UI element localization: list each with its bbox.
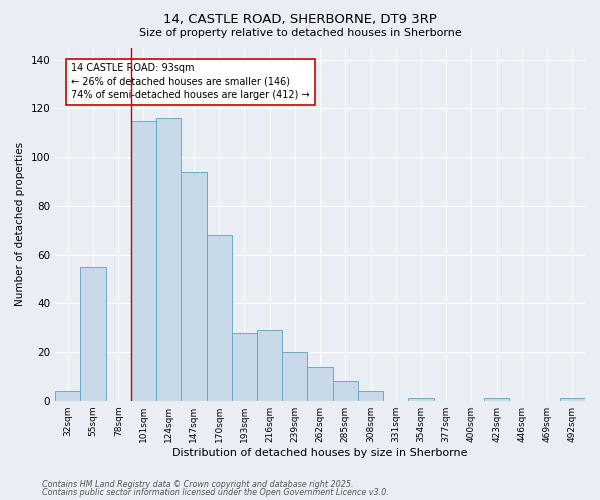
Bar <box>55 391 80 400</box>
Bar <box>560 398 585 400</box>
Bar <box>332 381 358 400</box>
Bar <box>409 398 434 400</box>
Text: Size of property relative to detached houses in Sherborne: Size of property relative to detached ho… <box>139 28 461 38</box>
Bar <box>80 266 106 400</box>
Text: 14, CASTLE ROAD, SHERBORNE, DT9 3RP: 14, CASTLE ROAD, SHERBORNE, DT9 3RP <box>163 12 437 26</box>
Bar <box>232 332 257 400</box>
X-axis label: Distribution of detached houses by size in Sherborne: Distribution of detached houses by size … <box>172 448 468 458</box>
Bar <box>181 172 206 400</box>
Y-axis label: Number of detached properties: Number of detached properties <box>15 142 25 306</box>
Bar <box>358 391 383 400</box>
Bar <box>257 330 282 400</box>
Bar <box>131 120 156 400</box>
Text: Contains HM Land Registry data © Crown copyright and database right 2025.: Contains HM Land Registry data © Crown c… <box>42 480 353 489</box>
Bar <box>484 398 509 400</box>
Text: 14 CASTLE ROAD: 93sqm
← 26% of detached houses are smaller (146)
74% of semi-det: 14 CASTLE ROAD: 93sqm ← 26% of detached … <box>71 64 310 100</box>
Bar <box>282 352 307 401</box>
Text: Contains public sector information licensed under the Open Government Licence v3: Contains public sector information licen… <box>42 488 389 497</box>
Bar <box>307 366 332 400</box>
Bar <box>156 118 181 401</box>
Bar <box>206 235 232 400</box>
